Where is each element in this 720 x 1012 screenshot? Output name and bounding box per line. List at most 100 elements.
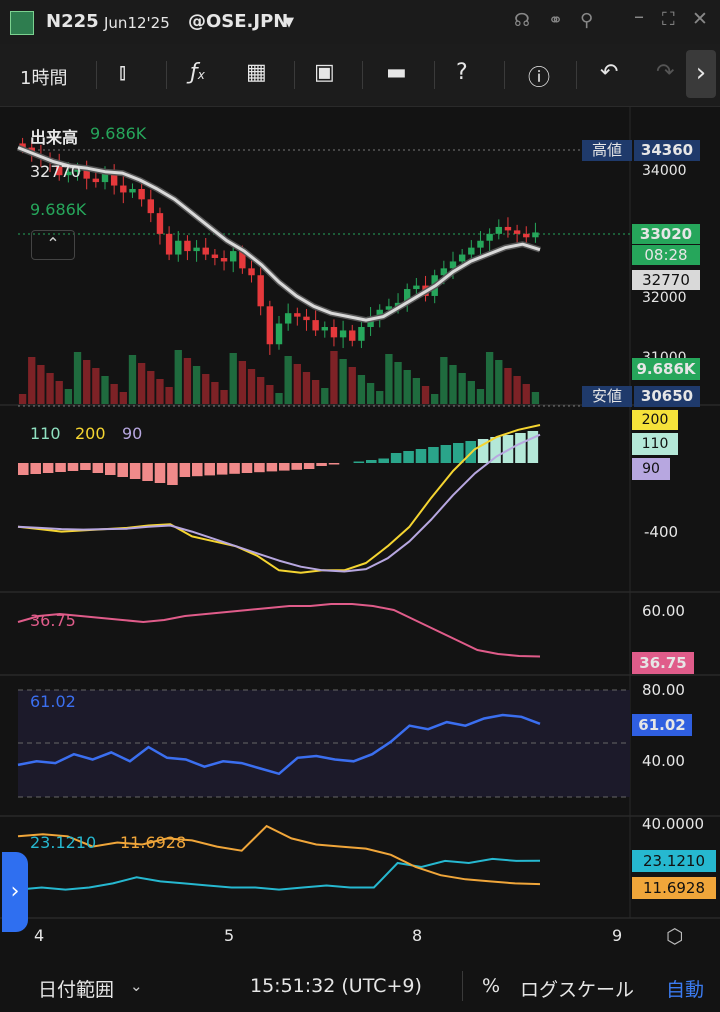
time-label-9: 9	[612, 926, 623, 945]
macd-histogram-bar	[316, 463, 327, 466]
footer-bar: 日付範囲 ⌄ 15:51:32 (UTC+9) % ログスケール 自動	[0, 955, 720, 1012]
collapse-legend-button[interactable]: ⌃	[31, 230, 75, 260]
log-scale-button[interactable]: ログスケール	[520, 979, 635, 1001]
macd-histogram-bar	[390, 453, 402, 463]
minimize-icon[interactable]: –	[634, 4, 644, 28]
volume-bar	[165, 387, 173, 404]
fx-icon[interactable]: ƒx	[190, 60, 205, 85]
volume-bar	[46, 373, 54, 404]
info-icon[interactable]: ⓘ	[528, 66, 551, 91]
volume-bar	[403, 370, 411, 404]
volume-bar	[449, 365, 457, 404]
macd-tag-200: 200	[632, 410, 678, 430]
candle-body	[211, 254, 219, 258]
volume-bar	[257, 377, 265, 404]
pane5-line-a	[17, 857, 541, 891]
volume-bar	[412, 378, 421, 404]
chart-area[interactable]	[0, 106, 720, 950]
volume-bar	[357, 375, 366, 404]
candle-body	[477, 240, 484, 248]
candle-body	[303, 316, 310, 321]
high-value: 34360	[634, 140, 700, 161]
macd-legend-200: 200	[75, 424, 106, 443]
save-icon[interactable]: ▣	[314, 60, 335, 85]
next-icon[interactable]: ›	[686, 50, 716, 98]
candle-body	[458, 254, 466, 262]
chevron-down-icon[interactable]: ⌄	[130, 977, 143, 995]
macd-histogram-bar	[328, 463, 340, 465]
macd-histogram-bar	[42, 463, 54, 473]
close-icon[interactable]: ✕	[692, 8, 708, 30]
folder-icon[interactable]: ▬	[386, 60, 407, 85]
macd-histogram-bar	[279, 463, 290, 471]
clock-time: 15:51:32 (UTC+9)	[250, 975, 422, 997]
settings-icon[interactable]: ⬡	[666, 924, 684, 948]
macd-histogram-bar	[154, 463, 166, 483]
countdown-tag: 08:28	[632, 245, 700, 265]
candle-body	[284, 313, 292, 324]
auto-scale-button[interactable]: 自動	[666, 979, 705, 1001]
redo-icon[interactable]: ↷	[656, 60, 675, 85]
candle-body	[65, 171, 72, 176]
footer-divider	[462, 971, 463, 1001]
layout-icon[interactable]: ▦	[246, 60, 267, 85]
pane3-line	[17, 603, 541, 658]
undo-icon[interactable]: ↶	[600, 60, 619, 85]
macd-histogram-bar	[366, 460, 377, 463]
symbol-exchange[interactable]: @OSE.JPN	[188, 11, 289, 32]
date-range-button[interactable]: 日付範囲	[38, 979, 115, 1001]
volume-label: 出来高	[30, 128, 79, 147]
pane4-axis-tick-80: 80.00	[642, 681, 685, 699]
candle-body	[513, 230, 521, 234]
macd-tag-110: 110	[632, 433, 678, 455]
link-icon[interactable]: ⚭	[548, 10, 564, 31]
pane5-tag-a: 23.1210	[632, 850, 716, 872]
logo-icon	[10, 11, 34, 35]
candle-body	[504, 226, 512, 231]
pane5-value-a: 23.1210	[30, 833, 97, 852]
macd-histogram-bar	[303, 463, 315, 469]
macd-histogram-bar	[291, 463, 302, 470]
volume-bar	[137, 363, 146, 404]
macd-histogram-bar	[216, 463, 228, 475]
candle-body	[468, 247, 475, 255]
macd-histogram-bar	[192, 463, 203, 477]
macd-histogram-bar	[254, 463, 265, 473]
macd-tag-90: 90	[632, 458, 670, 480]
volume-bar	[366, 383, 375, 404]
volume-bar	[37, 365, 45, 404]
macd-histogram-bar	[55, 463, 66, 472]
volume-bar	[266, 385, 274, 404]
pane5-axis-tick: 40.0000	[642, 815, 705, 833]
volume-bar	[202, 374, 210, 404]
macd-axis-tick: -400	[644, 523, 679, 541]
symbol-title[interactable]: N225	[46, 11, 99, 32]
volume-bar	[220, 390, 228, 404]
headset-icon[interactable]: ☊	[514, 10, 530, 31]
macd-histogram-bar	[179, 463, 191, 477]
pane5-line-b	[17, 824, 541, 886]
interval-button[interactable]: 1時間	[20, 68, 68, 89]
volume-bar	[192, 366, 201, 404]
macd-histogram-bar	[440, 445, 452, 463]
fullscreen-icon[interactable]: ⛶	[662, 9, 675, 30]
help-icon[interactable]: ?	[456, 60, 468, 85]
percent-button[interactable]: %	[482, 975, 501, 997]
pane4-line	[17, 713, 541, 776]
candles-icon[interactable]: ⫾	[119, 60, 127, 85]
pane4-axis-tick-40: 40.00	[642, 752, 685, 770]
chart-canvas[interactable]	[0, 106, 720, 950]
macd-histogram-bar	[142, 463, 153, 481]
candle-body	[321, 326, 328, 331]
time-label-4: 4	[34, 926, 45, 945]
time-label-5: 5	[224, 926, 235, 945]
candle-body	[358, 326, 365, 341]
volume-bar	[18, 394, 27, 404]
volume-bar	[302, 372, 311, 404]
pin-icon[interactable]: ⚲	[580, 10, 594, 31]
chevron-down-icon[interactable]: ▼	[284, 15, 294, 30]
sidebar-expand-button[interactable]: ›	[2, 852, 28, 932]
toolbar: 1時間 ⫾ ƒx ▦ ▣ ▬ ? ⓘ ↶ ↷ ›	[0, 44, 720, 107]
macd-histogram-bar	[490, 437, 501, 463]
pane5-value-b: 11.6928	[120, 833, 187, 852]
